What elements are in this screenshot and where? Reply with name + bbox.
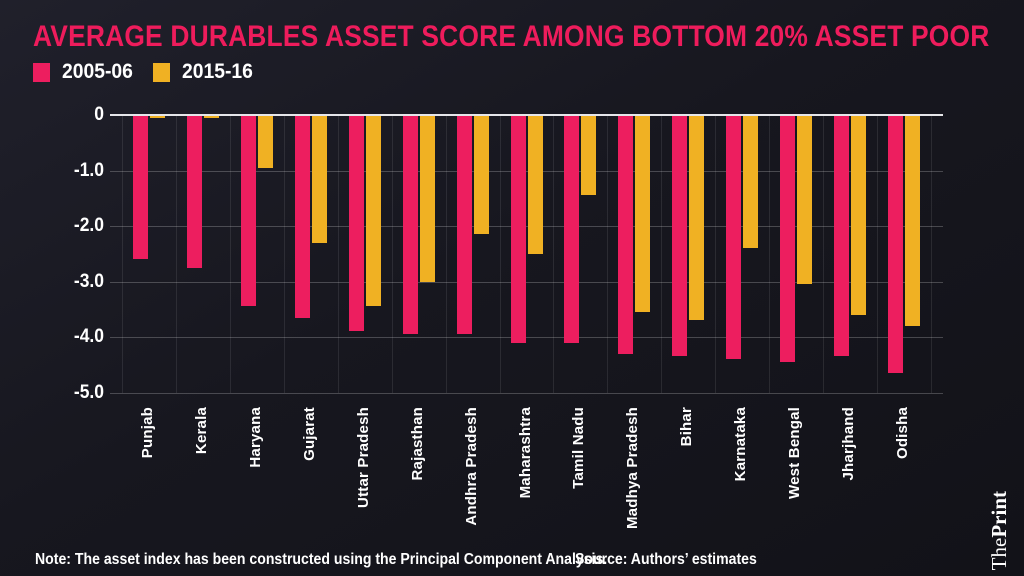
x-axis-label-punjab: Punjab — [139, 406, 156, 458]
vertical-gridline — [553, 115, 555, 393]
x-axis-label-odisha: Odisha — [894, 406, 912, 459]
vertical-gridline — [391, 115, 393, 393]
vertical-gridline — [930, 115, 932, 393]
vertical-gridline — [175, 115, 177, 393]
y-axis-label: -3.0 — [73, 270, 104, 292]
theprint-logo-regular: The — [987, 537, 1011, 570]
vertical-gridline — [229, 115, 231, 393]
legend-item-2015-16: 2015-16 — [153, 60, 259, 84]
vertical-gridline — [607, 115, 609, 393]
x-axis-label-jharjhand: Jharjhand — [840, 406, 858, 480]
zero-axis-line — [110, 114, 943, 116]
x-axis-label-kerala: Kerala — [192, 406, 210, 454]
bar-2015-16-uttar-pradesh — [365, 116, 381, 307]
x-axis-label-haryana: Haryana — [246, 406, 264, 468]
y-axis-label: -1.0 — [73, 159, 104, 181]
bar-2005-06-uttar-pradesh — [348, 116, 364, 332]
legend-item-2005-06: 2005-06 — [33, 60, 139, 84]
y-axis-label: -2.0 — [73, 215, 104, 236]
vertical-gridline — [445, 115, 447, 393]
y-axis-label: -4.0 — [73, 326, 104, 347]
footnote: Note: The asset index has been construct… — [35, 551, 608, 568]
x-axis-label-uttar-pradesh: Uttar Pradesh — [354, 406, 372, 508]
theprint-logo: ThePrint — [987, 491, 1012, 570]
legend-label-2015-16: 2015-16 — [182, 60, 253, 83]
vertical-gridline — [823, 115, 825, 393]
bar-2015-16-punjab — [150, 116, 165, 118]
legend-label-2005-06: 2005-06 — [62, 60, 133, 83]
y-axis-label: -5.0 — [73, 381, 104, 403]
vertical-gridline — [499, 115, 501, 393]
legend-swatch-2015-16-icon — [153, 62, 171, 82]
bar-2005-06-punjab — [133, 116, 148, 260]
vertical-gridline — [337, 115, 339, 393]
bar-2015-16-jharjhand — [851, 116, 867, 315]
x-axis-label-maharashtra: Maharashtra — [516, 406, 534, 498]
bar-2015-16-bihar — [689, 116, 705, 321]
vertical-gridline — [122, 115, 124, 393]
x-axis-label-madhya-pradesh: Madhya Pradesh — [624, 406, 642, 529]
horizontal-gridline — [110, 392, 943, 394]
bar-2015-16-odisha — [905, 116, 921, 326]
bar-2005-06-kerala — [186, 116, 202, 268]
x-axis-label-tamil-nadu: Tamil Nadu — [570, 406, 588, 489]
bar-2005-06-madhya-pradesh — [618, 116, 634, 354]
legend: 2005-06 2015-16 — [33, 60, 259, 84]
x-axis-label-andhra-pradesh: Andhra Pradesh — [462, 406, 480, 526]
bar-2005-06-haryana — [240, 116, 256, 307]
x-axis-label-rajasthan: Rajasthan — [408, 406, 426, 481]
bar-2015-16-haryana — [257, 116, 273, 168]
y-axis-label: 0 — [94, 104, 104, 125]
bar-2005-06-odisha — [888, 116, 904, 374]
theprint-logo-bold: Print — [987, 490, 1011, 538]
vertical-gridline — [715, 115, 717, 393]
source-note: Source: Authors’ estimates — [575, 551, 757, 568]
vertical-gridline — [661, 115, 663, 393]
bar-2005-06-gujarat — [294, 116, 310, 318]
bar-2015-16-kerala — [203, 116, 219, 118]
horizontal-gridline — [110, 281, 943, 283]
bar-2005-06-bihar — [672, 116, 688, 357]
bar-2015-16-andhra-pradesh — [473, 116, 489, 235]
vertical-gridline — [283, 115, 285, 393]
bar-2015-16-rajasthan — [419, 116, 435, 282]
bar-2005-06-west-bengal — [780, 116, 796, 362]
bar-2015-16-west-bengal — [797, 116, 813, 285]
bar-2015-16-tamil-nadu — [581, 116, 597, 196]
horizontal-gridline — [110, 337, 943, 338]
bar-2005-06-maharashtra — [510, 116, 526, 343]
vertical-gridline — [769, 115, 771, 393]
bar-2015-16-maharashtra — [527, 116, 543, 254]
bar-2005-06-tamil-nadu — [564, 116, 580, 343]
x-axis-label-bihar: Bihar — [678, 406, 696, 446]
bar-2005-06-jharjhand — [834, 116, 850, 357]
chart-title: AVERAGE DURABLES ASSET SCORE AMONG BOTTO… — [33, 20, 990, 53]
bar-2005-06-rajasthan — [402, 116, 418, 335]
vertical-gridline — [877, 115, 879, 393]
bar-2005-06-andhra-pradesh — [456, 116, 472, 335]
bar-2005-06-karnataka — [726, 116, 742, 360]
x-axis-label-karnataka: Karnataka — [732, 406, 750, 481]
bar-2015-16-karnataka — [743, 116, 759, 249]
bar-2015-16-madhya-pradesh — [635, 116, 651, 313]
x-axis-label-gujarat: Gujarat — [300, 406, 318, 461]
bar-2015-16-gujarat — [311, 116, 327, 243]
horizontal-gridline — [110, 170, 943, 172]
x-axis-label-west-bengal: West Bengal — [786, 406, 804, 499]
legend-swatch-2005-06-icon — [33, 62, 50, 82]
horizontal-gridline — [110, 226, 943, 227]
